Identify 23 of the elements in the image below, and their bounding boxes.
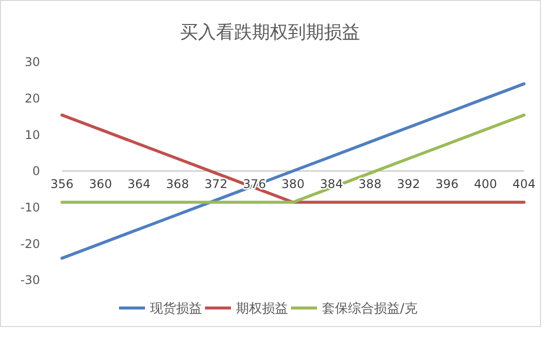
chart-title: 买入看跌期权到期损益 [180, 22, 360, 43]
x-tick-label: 356 [50, 177, 74, 191]
y-tick-label: 30 [24, 55, 40, 70]
y-tick-label: -30 [20, 273, 40, 288]
x-tick-label: 372 [204, 177, 228, 191]
x-tick-label: 368 [166, 177, 189, 191]
y-tick-label: 10 [24, 128, 40, 142]
x-tick-label: 388 [358, 177, 382, 191]
legend-label: 现货损益 [150, 302, 202, 317]
x-tick-label: 400 [474, 177, 497, 191]
legend-label: 套保综合损益/克 [322, 302, 418, 317]
y-tick-label: 0 [32, 164, 40, 178]
x-tick-label: 364 [128, 177, 150, 191]
legend-label: 期权损益 [236, 302, 288, 317]
x-tick-label: 404 [512, 177, 536, 191]
x-tick-label: 360 [89, 177, 112, 191]
x-tick-label: 380 [282, 177, 304, 191]
x-tick-label: 392 [397, 177, 420, 191]
y-tick-label: 20 [24, 92, 40, 106]
x-tick-label: 376 [243, 177, 266, 191]
x-tick-label: 396 [436, 177, 458, 191]
y-tick-label: -20 [20, 236, 40, 251]
y-tick-label: -10 [20, 200, 40, 215]
